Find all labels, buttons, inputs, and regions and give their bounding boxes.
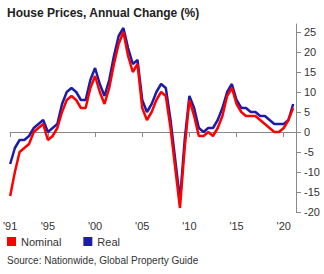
svg-text:Real: Real — [97, 236, 120, 248]
svg-text:-15: -15 — [304, 186, 320, 198]
svg-text:10: 10 — [304, 86, 316, 98]
svg-text:House Prices, Annual Change (%: House Prices, Annual Change (%) — [7, 6, 199, 20]
svg-text:'91: '91 — [3, 220, 17, 232]
svg-text:25: 25 — [304, 26, 316, 38]
svg-text:20: 20 — [304, 46, 316, 58]
svg-text:'20: '20 — [277, 220, 291, 232]
svg-text:'05: '05 — [135, 220, 149, 232]
svg-text:Source: Nationwide, Global Pro: Source: Nationwide, Global Property Guid… — [7, 255, 199, 266]
svg-text:'00: '00 — [88, 220, 102, 232]
svg-text:15: 15 — [304, 66, 316, 78]
svg-text:0: 0 — [304, 126, 310, 138]
svg-text:-10: -10 — [304, 166, 320, 178]
svg-text:-5: -5 — [304, 146, 314, 158]
svg-text:5: 5 — [304, 106, 310, 118]
svg-text:'10: '10 — [182, 220, 196, 232]
svg-text:Nominal: Nominal — [21, 236, 61, 248]
svg-text:-20: -20 — [304, 206, 320, 218]
svg-text:'95: '95 — [41, 220, 55, 232]
svg-text:'15: '15 — [229, 220, 243, 232]
